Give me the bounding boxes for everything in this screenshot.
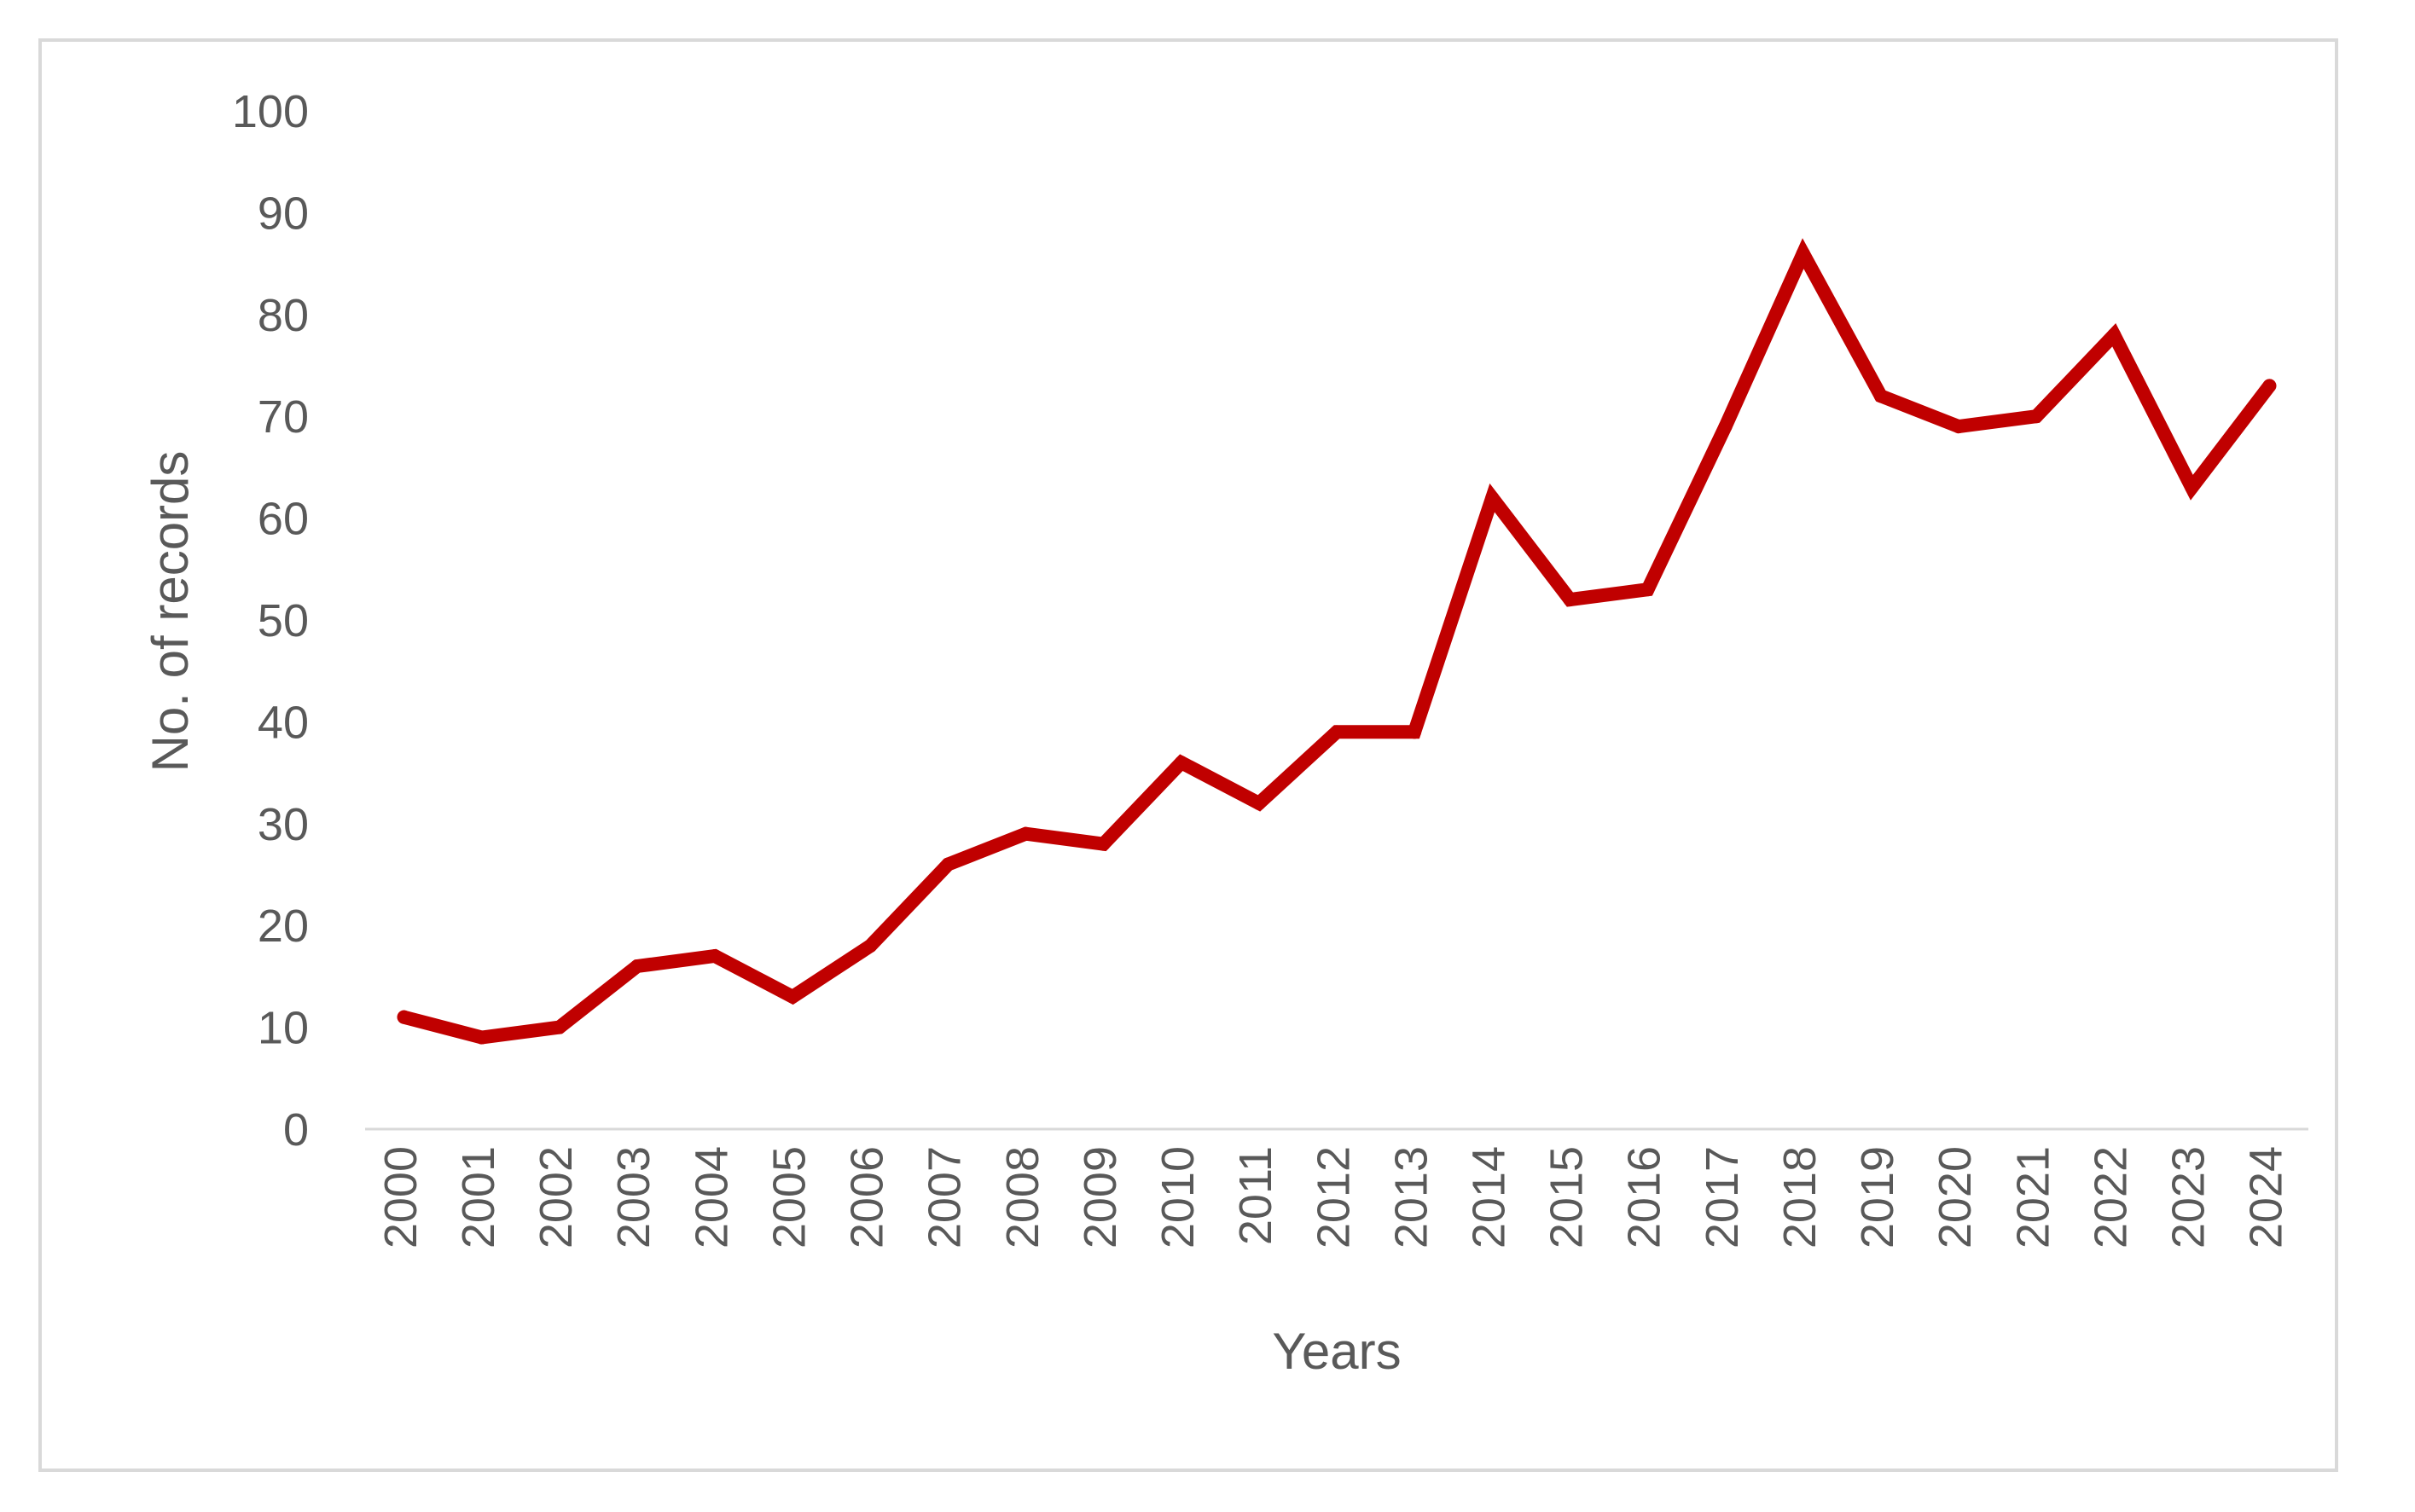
y-axis-ticks: 0 10 20 30 40 50 60 70 80 90 100 <box>232 86 309 1156</box>
data-point <box>1951 420 1965 434</box>
x-tick-label: 2000 <box>375 1146 427 1248</box>
data-point <box>1718 420 1733 434</box>
data-point <box>1251 796 1266 810</box>
data-point <box>1485 490 1500 505</box>
y-tick-label: 40 <box>258 697 309 748</box>
data-point <box>552 1020 566 1034</box>
x-tick-label: 2023 <box>2163 1146 2215 1248</box>
data-point <box>1408 725 1422 739</box>
data-point <box>1563 593 1577 607</box>
x-tick-label: 2003 <box>608 1146 659 1248</box>
x-tick-label: 2022 <box>2085 1146 2136 1248</box>
x-tick-label: 2001 <box>453 1146 504 1248</box>
x-tick-label: 2018 <box>1774 1146 1826 1248</box>
x-tick-label: 2016 <box>1619 1146 1670 1248</box>
data-point <box>630 959 644 973</box>
chart-frame <box>38 38 2338 1472</box>
x-tick-label: 2005 <box>763 1146 815 1248</box>
x-tick-label: 2004 <box>686 1146 737 1248</box>
data-point <box>863 939 878 953</box>
x-tick-label: 2017 <box>1697 1146 1748 1248</box>
x-tick-label: 2021 <box>2007 1146 2058 1248</box>
x-tick-label: 2007 <box>920 1146 971 1248</box>
x-tick-label: 2014 <box>1464 1146 1515 1248</box>
data-point <box>1174 756 1188 770</box>
x-tick-label: 2006 <box>842 1146 893 1248</box>
y-tick-label: 10 <box>258 1003 309 1054</box>
data-point <box>474 1030 489 1045</box>
y-tick-label: 30 <box>258 799 309 850</box>
data-point <box>397 1010 411 1024</box>
y-tick-label: 90 <box>258 188 309 239</box>
series-group <box>397 238 2277 1045</box>
data-point <box>1019 826 1033 841</box>
x-tick-label: 2009 <box>1075 1146 1126 1248</box>
x-tick-label: 2010 <box>1152 1146 1204 1248</box>
data-point <box>1873 389 1888 403</box>
data-point <box>2185 480 2199 495</box>
data-point <box>1096 837 1111 851</box>
x-tick-label: 2024 <box>2241 1146 2292 1248</box>
data-point <box>1330 725 1344 739</box>
x-tick-label: 2019 <box>1852 1146 1903 1248</box>
x-axis-ticks: 2000 2001 2002 2003 2004 2005 2006 2007 2008 2009… <box>375 1146 2292 1248</box>
x-axis-title: Years <box>1272 1323 1401 1380</box>
y-tick-label: 80 <box>258 290 309 341</box>
y-tick-label: 20 <box>258 901 309 952</box>
x-tick-label: 2012 <box>1308 1146 1359 1248</box>
y-tick-label: 60 <box>258 494 309 545</box>
data-point <box>2107 327 2122 342</box>
y-axis-title: No. of records <box>142 451 199 773</box>
data-point <box>2029 409 2044 424</box>
x-tick-label: 2011 <box>1230 1146 1281 1245</box>
y-tick-label: 100 <box>232 86 309 137</box>
series-line <box>397 238 2277 1045</box>
data-point <box>941 857 955 872</box>
x-tick-label: 2008 <box>997 1146 1048 1248</box>
y-tick-label: 50 <box>258 595 309 646</box>
data-point <box>1796 246 1810 261</box>
x-tick-label: 2013 <box>1385 1146 1437 1248</box>
y-tick-label: 70 <box>258 391 309 443</box>
y-tick-label: 0 <box>283 1104 309 1156</box>
data-point <box>1640 582 1655 597</box>
x-tick-label: 2015 <box>1541 1146 1593 1248</box>
data-point <box>708 949 723 964</box>
data-point <box>786 989 800 1004</box>
data-point <box>2262 379 2277 393</box>
x-tick-label: 2020 <box>1930 1146 1981 1248</box>
x-tick-label: 2002 <box>531 1146 582 1248</box>
